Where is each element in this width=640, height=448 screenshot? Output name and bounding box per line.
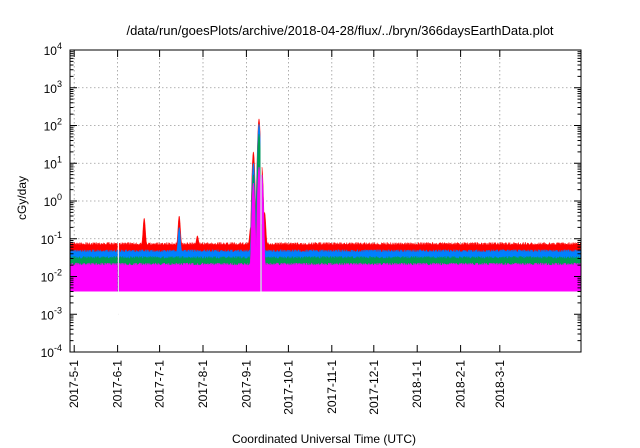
x-tick-label: 2017-8-1 xyxy=(196,360,210,408)
x-tick-label: 2018-1-1 xyxy=(410,360,424,408)
x-tick-label: 2017-5-1 xyxy=(67,360,81,408)
x-tick-labels: 2017-5-1 2017-6-1 2017-7-1 2017-8-1 2017-9-1… xyxy=(67,360,507,415)
y-tick-label: 10-4 xyxy=(41,343,62,360)
y-tick-label: 100 xyxy=(44,192,62,209)
x-tick-label: 2017-12-1 xyxy=(367,360,381,415)
x-tick-label: 2017-11-1 xyxy=(325,360,339,414)
y-tick-label: 10-1 xyxy=(41,230,62,247)
data-series xyxy=(69,118,582,353)
y-tick-label: 103 xyxy=(44,79,62,96)
x-tick-label: 2017-7-1 xyxy=(153,360,167,408)
series-dropouts xyxy=(69,291,582,352)
y-tick-label: 101 xyxy=(44,154,62,171)
y-axis-label: cGy/day xyxy=(15,176,29,220)
y-tick-labels: 10-4 10-3 10-2 10-1 100 101 102 103 104 xyxy=(41,41,62,360)
chart-title: /data/run/goesPlots/archive/2018-04-28/f… xyxy=(126,23,553,38)
x-tick-label: 2018-2-1 xyxy=(454,360,468,408)
x-axis-label: Coordinated Universal Time (UTC) xyxy=(232,432,416,446)
y-tick-label: 104 xyxy=(44,41,62,58)
x-tick-label: 2018-3-1 xyxy=(493,360,507,408)
axis-ticks xyxy=(70,49,581,353)
x-tick-label: 2017-10-1 xyxy=(281,360,295,415)
y-tick-label: 102 xyxy=(44,117,62,134)
y-tick-label: 10-2 xyxy=(41,268,62,285)
x-tick-label: 2017-6-1 xyxy=(111,360,125,408)
x-tick-label: 2017-9-1 xyxy=(239,360,253,408)
y-tick-label: 10-3 xyxy=(41,305,62,322)
